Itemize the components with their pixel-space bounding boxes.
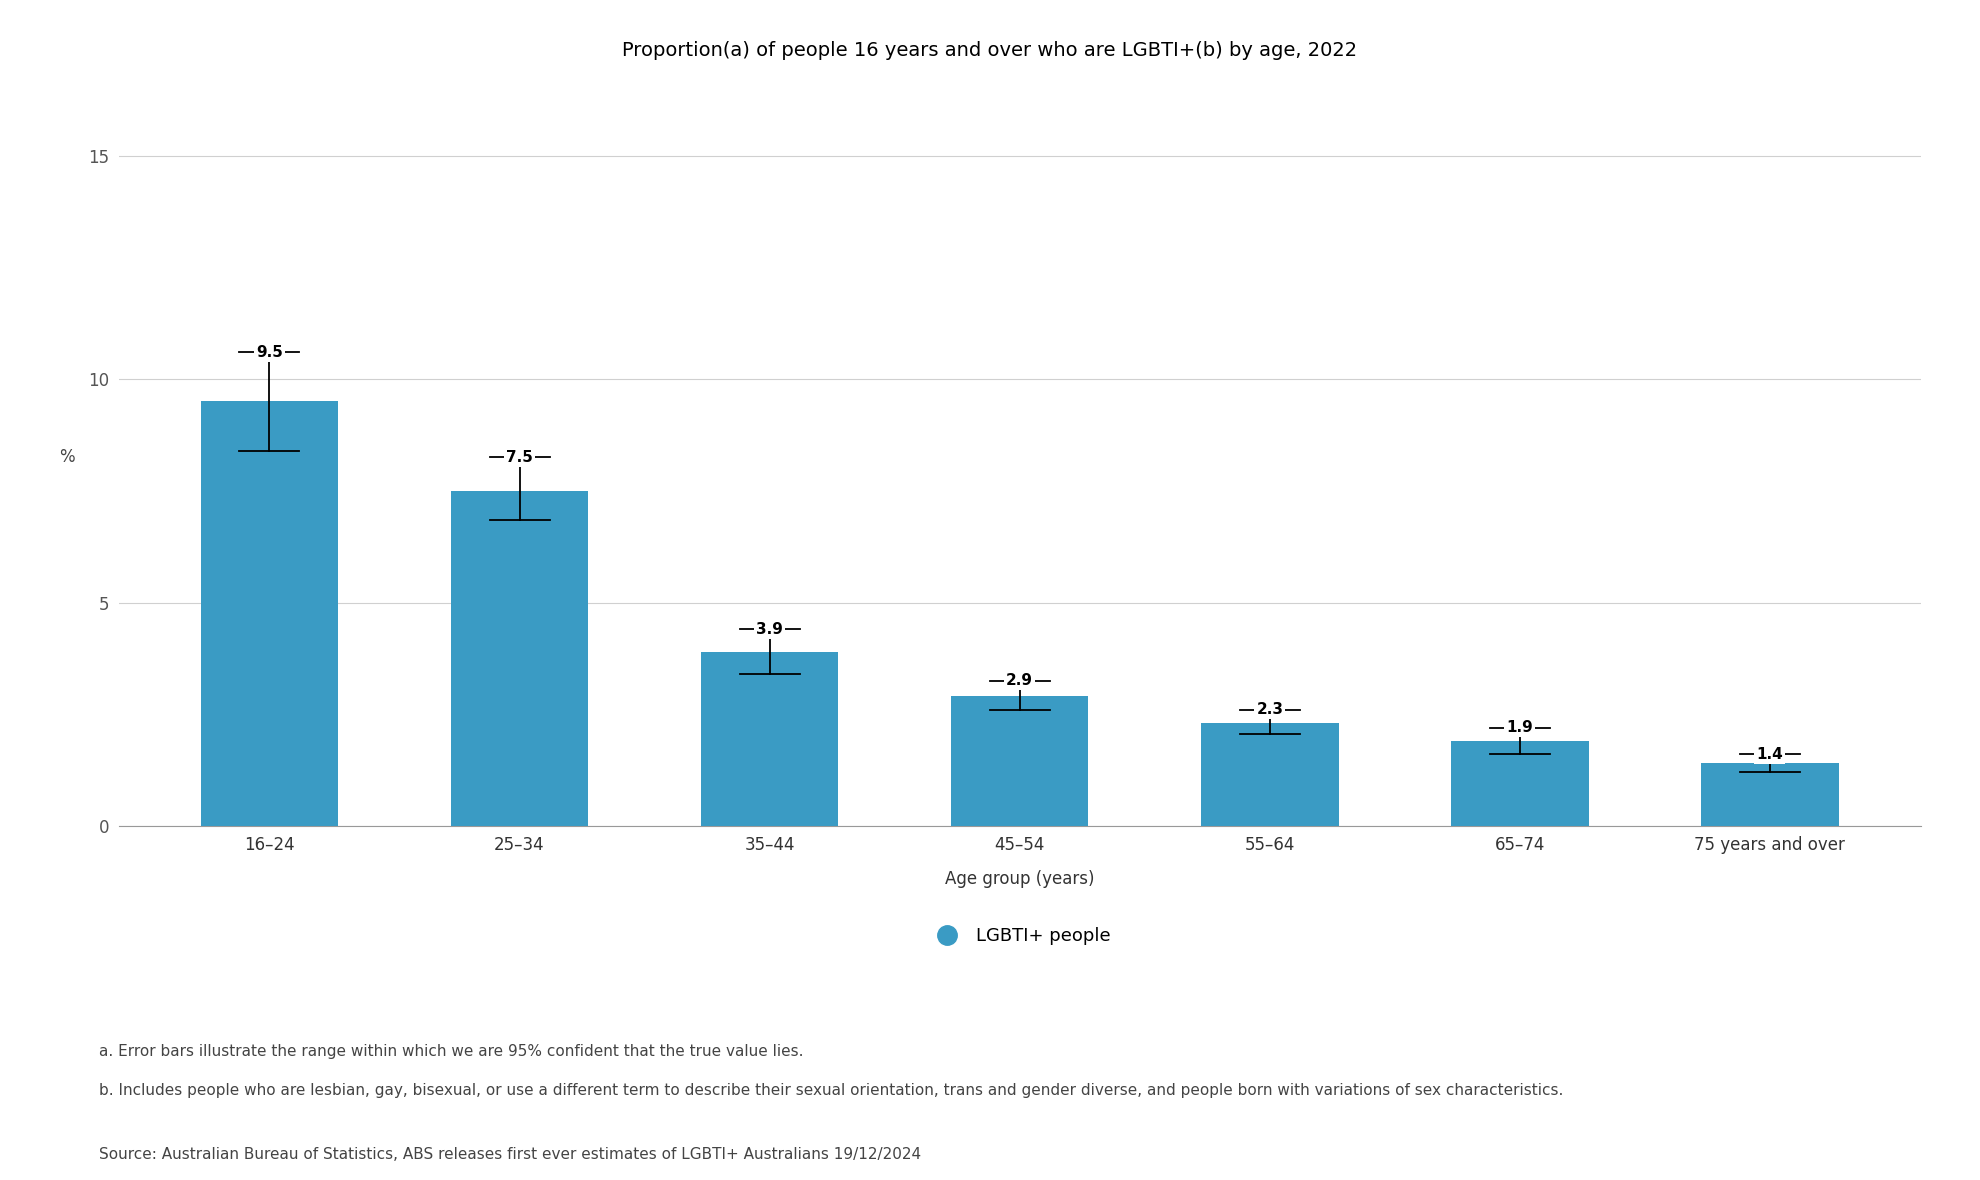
X-axis label: Age group (years): Age group (years) [944, 871, 1095, 889]
Legend: LGBTI+ people: LGBTI+ people [923, 920, 1117, 952]
Text: Source: Australian Bureau of Statistics, ABS releases first ever estimates of LG: Source: Australian Bureau of Statistics,… [99, 1147, 921, 1162]
Text: b. Includes people who are lesbian, gay, bisexual, or use a different term to de: b. Includes people who are lesbian, gay,… [99, 1083, 1564, 1099]
Text: 2.9: 2.9 [1006, 674, 1034, 688]
Bar [701, 651, 838, 826]
Y-axis label: %: % [59, 448, 75, 466]
Text: 7.5: 7.5 [507, 450, 533, 465]
Bar [1701, 763, 1839, 826]
Text: 1.4: 1.4 [1756, 747, 1784, 762]
Text: Proportion(a) of people 16 years and over who are LGBTI+(b) by age, 2022: Proportion(a) of people 16 years and ove… [622, 41, 1358, 60]
Text: a. Error bars illustrate the range within which we are 95% confident that the tr: a. Error bars illustrate the range withi… [99, 1044, 804, 1060]
Text: 2.3: 2.3 [1255, 702, 1283, 717]
Bar [950, 696, 1089, 826]
Text: 1.9: 1.9 [1507, 720, 1533, 735]
Text: 3.9: 3.9 [756, 622, 782, 637]
Bar [451, 491, 588, 826]
Bar [1202, 723, 1338, 826]
Bar [200, 401, 339, 826]
Bar [1451, 741, 1588, 826]
Text: 9.5: 9.5 [255, 345, 283, 360]
